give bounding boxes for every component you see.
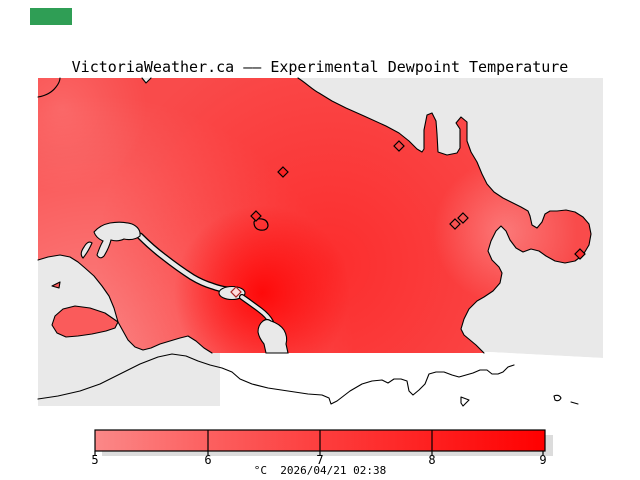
coastline [37, 77, 592, 407]
station-diamond-icon [457, 212, 469, 224]
strait-white-band [220, 352, 603, 414]
colorbar-tick-label: 5 [91, 453, 99, 467]
station-diamond-icon [393, 140, 405, 152]
station-diamond-icon [449, 218, 461, 230]
station-diamond-icon [574, 248, 586, 260]
colorbar-tick-label: 6 [204, 453, 212, 467]
colorbar-tick-label: 7 [316, 453, 324, 467]
station-diamond-icon [277, 166, 289, 178]
harbour-channel [80, 218, 289, 354]
station-diamond-icon [230, 286, 242, 298]
colorbar-tick-label: 8 [428, 453, 436, 467]
station-markers [230, 140, 586, 298]
colorbar-caption: °C 2026/04/21 02:38 [253, 464, 387, 477]
station-diamond-icon [250, 210, 262, 222]
green-marker-box [30, 8, 72, 25]
page-title: VictoriaWeather.ca —— Experimental Dewpo… [71, 58, 569, 76]
colorbar-ticks [94, 430, 544, 455]
colorbar-tick-label: 9 [539, 453, 547, 467]
colorbar [94, 429, 553, 456]
west-arm-peninsula [51, 281, 119, 338]
